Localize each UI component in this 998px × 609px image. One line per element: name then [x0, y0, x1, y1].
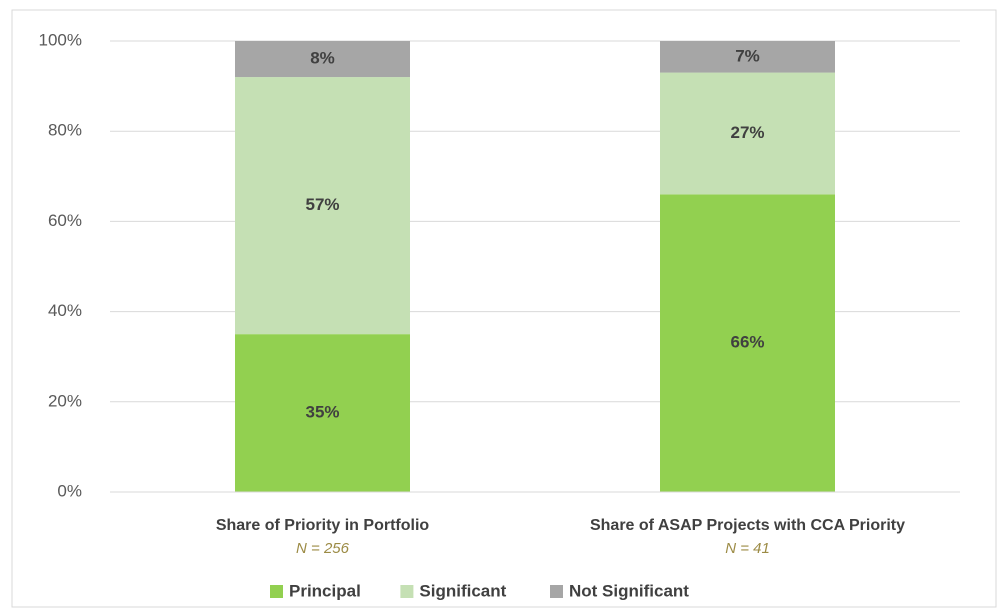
y-tick-label: 40% — [48, 301, 82, 320]
y-tick-label: 60% — [48, 211, 82, 230]
legend-label: Not Significant — [569, 581, 689, 600]
bar-segment — [235, 334, 410, 492]
bar-segment — [660, 72, 835, 195]
bar-segment — [235, 77, 410, 335]
value-label: 8% — [310, 49, 335, 68]
x-tick-label: Share of ASAP Projects with CCA Priority — [590, 517, 905, 534]
value-label: 27% — [730, 123, 764, 142]
y-tick-label: 100% — [39, 30, 82, 49]
bar-segment — [660, 194, 835, 492]
value-label: 57% — [305, 195, 339, 214]
category-note: N = 256 — [296, 540, 350, 557]
legend-swatch — [550, 585, 563, 598]
legend-label: Principal — [289, 581, 361, 600]
legend-label: Significant — [419, 581, 506, 600]
legend-swatch — [270, 585, 283, 598]
y-tick-label: 20% — [48, 391, 82, 410]
bar-segment — [235, 41, 410, 78]
value-label: 35% — [305, 403, 339, 422]
legend-swatch — [400, 585, 414, 598]
y-tick-label: 80% — [48, 121, 82, 140]
y-tick-label: 0% — [57, 481, 82, 500]
bar-segment — [660, 41, 835, 73]
value-label: 66% — [730, 333, 764, 352]
value-label: 7% — [735, 46, 760, 65]
category-note: N = 41 — [725, 540, 770, 557]
x-tick-label: Share of Priority in Portfolio — [216, 517, 430, 534]
